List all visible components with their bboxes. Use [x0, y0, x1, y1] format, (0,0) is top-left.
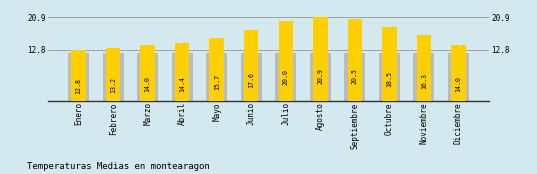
- Bar: [206, 53, 227, 101]
- Text: 12.8: 12.8: [76, 77, 82, 93]
- Text: 14.0: 14.0: [144, 76, 151, 92]
- Bar: [313, 17, 328, 101]
- Bar: [244, 30, 258, 101]
- Bar: [137, 53, 158, 101]
- Text: 20.0: 20.0: [283, 69, 289, 85]
- Bar: [448, 53, 469, 101]
- Text: 20.9: 20.9: [317, 68, 323, 84]
- Text: 15.7: 15.7: [214, 74, 220, 90]
- Bar: [103, 53, 124, 101]
- Bar: [379, 53, 400, 101]
- Bar: [451, 45, 466, 101]
- Bar: [175, 43, 190, 101]
- Bar: [417, 35, 431, 101]
- Text: 14.0: 14.0: [455, 76, 461, 92]
- Bar: [106, 48, 120, 101]
- Bar: [275, 53, 296, 101]
- Text: 17.6: 17.6: [248, 72, 254, 88]
- Bar: [241, 53, 262, 101]
- Bar: [68, 53, 89, 101]
- Text: 16.3: 16.3: [421, 73, 427, 89]
- Bar: [172, 53, 193, 101]
- Bar: [347, 19, 362, 101]
- Text: 20.5: 20.5: [352, 68, 358, 84]
- Text: Temperaturas Medias en montearagon: Temperaturas Medias en montearagon: [27, 161, 209, 171]
- Text: 14.4: 14.4: [179, 76, 185, 92]
- Bar: [71, 50, 86, 101]
- Text: 13.2: 13.2: [110, 77, 116, 93]
- Bar: [382, 27, 396, 101]
- Bar: [141, 45, 155, 101]
- Bar: [209, 38, 224, 101]
- Bar: [344, 53, 365, 101]
- Bar: [279, 21, 293, 101]
- Text: 18.5: 18.5: [386, 71, 393, 87]
- Bar: [310, 53, 331, 101]
- Bar: [413, 53, 434, 101]
